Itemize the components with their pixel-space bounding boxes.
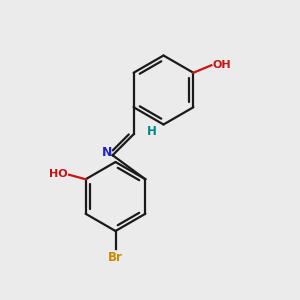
Text: OH: OH [213,60,232,70]
Text: H: H [147,125,157,138]
Text: HO: HO [49,169,68,179]
Text: Br: Br [108,251,123,264]
Text: N: N [102,146,112,159]
